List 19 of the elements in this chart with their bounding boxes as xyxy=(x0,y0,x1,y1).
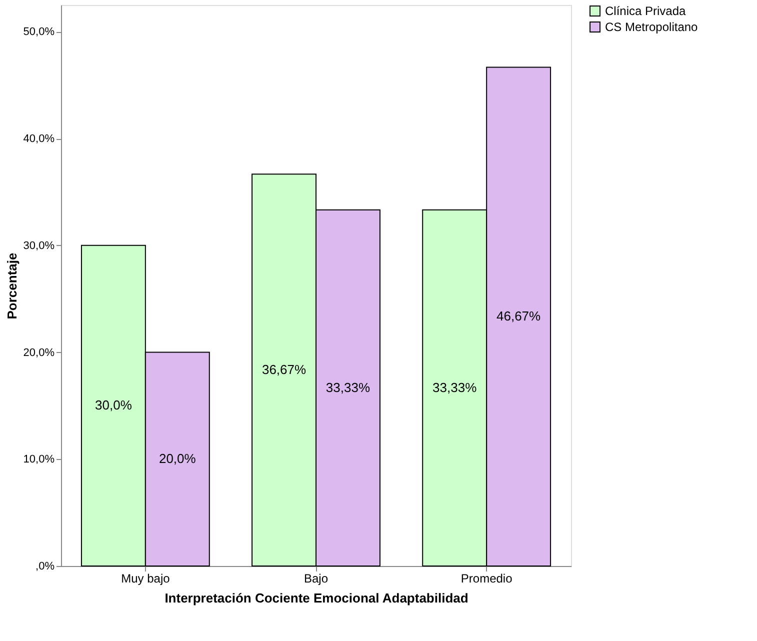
y-tick-label: 30,0% xyxy=(23,240,55,252)
data-label: 20,0% xyxy=(158,451,196,466)
data-label: 33,33% xyxy=(326,380,370,395)
y-tick-label: 40,0% xyxy=(23,133,55,146)
x-axis-title: Interpretación Cociente Emocional Adaptabilidad xyxy=(164,590,468,606)
y-tick-label: 50,0% xyxy=(23,26,55,38)
data-label: 33,33% xyxy=(432,380,478,395)
data-label: 36,67% xyxy=(262,362,307,378)
legend-label: Clínica Privada xyxy=(605,4,686,18)
y-tick-label: ,0% xyxy=(36,560,55,572)
legend-label: CS Metropolitano xyxy=(605,20,698,34)
x-tick-label: Bajo xyxy=(304,572,328,586)
y-tick-label: 20,0% xyxy=(23,346,55,359)
data-label: 46,67% xyxy=(496,308,542,324)
y-tick-label: 10,0% xyxy=(23,454,55,466)
x-tick-label: Promedio xyxy=(460,572,513,586)
data-label: 30,0% xyxy=(95,398,132,413)
x-tick-label: Muy bajo xyxy=(121,572,170,586)
y-axis-title: Porcentaje xyxy=(4,252,20,320)
